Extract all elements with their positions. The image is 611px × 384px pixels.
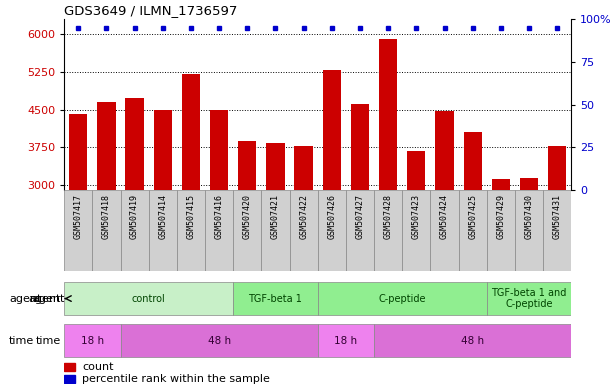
Text: agent: agent [32, 293, 65, 304]
Bar [351, 104, 369, 190]
Text: TGF-beta 1: TGF-beta 1 [249, 293, 302, 304]
Bar [459, 190, 487, 271]
Bar [148, 190, 177, 271]
Text: 18 h: 18 h [334, 336, 357, 346]
Text: time: time [9, 336, 34, 346]
Bar [548, 146, 566, 190]
Bar [295, 146, 313, 190]
Bar [515, 190, 543, 271]
Text: GSM507427: GSM507427 [356, 194, 365, 239]
Bar [125, 98, 144, 190]
Text: GSM507416: GSM507416 [214, 194, 224, 239]
Bar [290, 190, 318, 271]
Text: GSM507428: GSM507428 [384, 194, 393, 239]
Bar [262, 190, 290, 271]
Bar [210, 110, 229, 190]
Bar [120, 324, 318, 357]
Text: GSM507415: GSM507415 [186, 194, 196, 239]
Bar [318, 190, 346, 271]
Bar [318, 282, 487, 315]
Bar [318, 324, 374, 357]
Bar [374, 190, 402, 271]
Bar [520, 178, 538, 190]
Bar [64, 324, 120, 357]
Bar [64, 282, 233, 315]
Bar [379, 39, 397, 190]
Bar [64, 375, 75, 383]
Bar [374, 324, 571, 357]
Bar [543, 190, 571, 271]
Bar [492, 179, 510, 190]
Text: GSM507414: GSM507414 [158, 194, 167, 239]
Bar [64, 363, 75, 371]
Bar [407, 151, 425, 190]
Bar [153, 110, 172, 190]
Bar [323, 71, 341, 190]
Text: GSM507423: GSM507423 [412, 194, 421, 239]
Bar [436, 111, 453, 190]
Bar [97, 102, 115, 190]
Text: GSM507420: GSM507420 [243, 194, 252, 239]
Text: control: control [132, 293, 166, 304]
Bar [205, 190, 233, 271]
Bar [233, 282, 318, 315]
Text: GSM507419: GSM507419 [130, 194, 139, 239]
Text: agent: agent [9, 293, 42, 304]
Text: C-peptide: C-peptide [378, 293, 426, 304]
Text: 48 h: 48 h [208, 336, 231, 346]
Text: GSM507425: GSM507425 [468, 194, 477, 239]
Text: TGF-beta 1 and
C-peptide: TGF-beta 1 and C-peptide [491, 288, 567, 310]
Bar [430, 190, 459, 271]
Bar [182, 74, 200, 190]
Bar [266, 143, 285, 190]
Bar [487, 190, 515, 271]
Text: GSM507422: GSM507422 [299, 194, 308, 239]
Bar [177, 190, 205, 271]
Text: GSM507426: GSM507426 [327, 194, 336, 239]
Text: agent: agent [29, 293, 61, 304]
Bar [233, 190, 262, 271]
Bar [402, 190, 430, 271]
Text: GSM507421: GSM507421 [271, 194, 280, 239]
Bar [120, 190, 148, 271]
Text: time: time [36, 336, 61, 346]
Text: percentile rank within the sample: percentile rank within the sample [82, 374, 270, 384]
Text: GDS3649 / ILMN_1736597: GDS3649 / ILMN_1736597 [64, 3, 238, 17]
Text: GSM507424: GSM507424 [440, 194, 449, 239]
Text: GSM507430: GSM507430 [524, 194, 533, 239]
Bar [464, 132, 482, 190]
Text: 48 h: 48 h [461, 336, 485, 346]
Text: GSM507429: GSM507429 [496, 194, 505, 239]
Bar [346, 190, 374, 271]
Text: GSM507417: GSM507417 [74, 194, 82, 239]
Bar [92, 190, 120, 271]
Bar [487, 282, 571, 315]
Bar [69, 114, 87, 190]
Bar [64, 190, 92, 271]
Text: GSM507418: GSM507418 [102, 194, 111, 239]
Text: 18 h: 18 h [81, 336, 104, 346]
Text: count: count [82, 362, 114, 372]
Text: GSM507431: GSM507431 [553, 194, 562, 239]
Bar [238, 141, 257, 190]
